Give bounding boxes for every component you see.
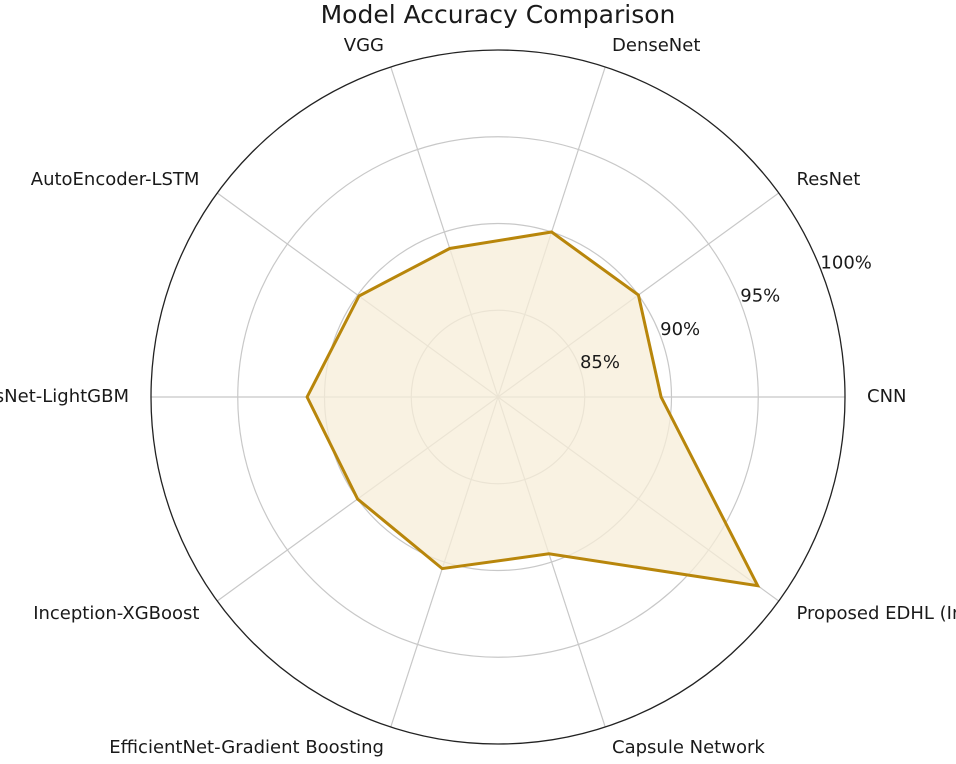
chart-title: Model Accuracy Comparison bbox=[321, 0, 676, 29]
category-label: Inception-XGBoost bbox=[33, 603, 199, 624]
r-tick-label: 95% bbox=[740, 286, 780, 307]
series-layer bbox=[305, 230, 761, 588]
label-layer: 85% 90% 95% 100% CNN ResNet DenseNet VGG AutoEnc… bbox=[0, 35, 956, 758]
category-label: EfficientNet-Gradient Boosting bbox=[109, 737, 384, 758]
category-label: VGG bbox=[344, 35, 384, 56]
r-tick-label: 100% bbox=[820, 252, 871, 273]
category-label: ResNet bbox=[797, 169, 861, 190]
r-tick-label: 85% bbox=[580, 352, 620, 373]
r-tick-label: 90% bbox=[660, 319, 700, 340]
category-label: CNN bbox=[867, 386, 907, 407]
category-label: DenseNet bbox=[612, 35, 700, 56]
series-line bbox=[305, 230, 761, 588]
outer-ring bbox=[150, 49, 846, 745]
category-label: Proposed EDHL (Inception-GB) bbox=[797, 603, 956, 624]
category-label: AutoEncoder-LSTM bbox=[31, 169, 200, 190]
category-label: Hybrid ResNet-LightGBM bbox=[0, 386, 129, 407]
category-label: Capsule Network bbox=[612, 737, 765, 758]
series-area bbox=[307, 232, 758, 586]
